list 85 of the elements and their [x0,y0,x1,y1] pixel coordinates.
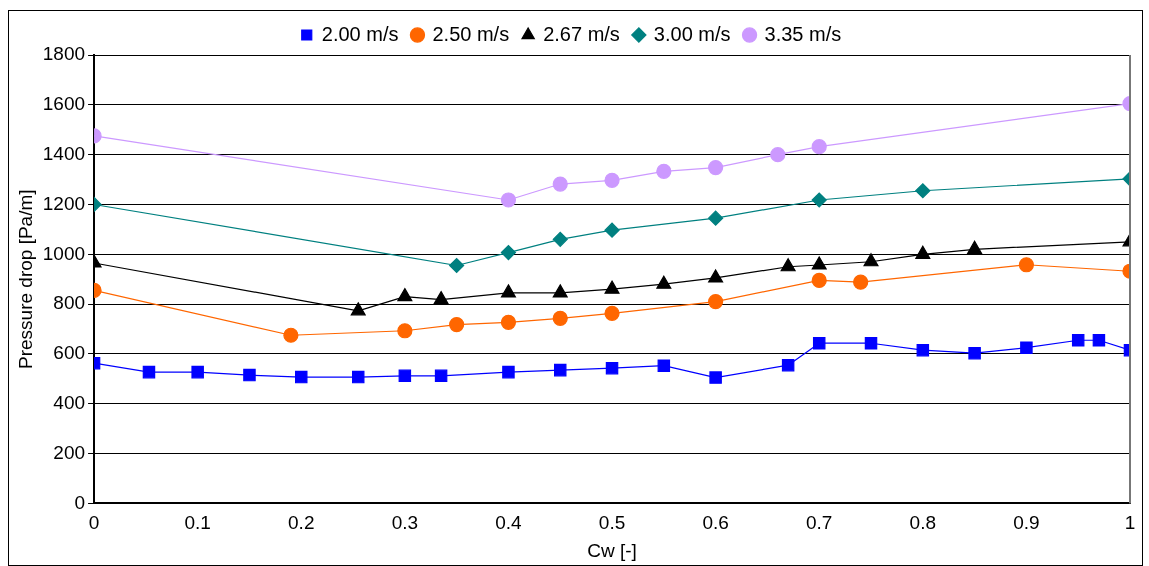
point [397,288,413,302]
x-tick-label: 0.9 [1013,512,1040,534]
x-tick-label: 0.8 [909,512,937,534]
point [770,147,786,163]
point [434,369,448,383]
x-tick-label: 0.7 [806,512,833,534]
point [864,336,878,350]
point [604,305,620,321]
y-tick-label: 400 [53,391,86,413]
x-tick-label: 0.5 [598,512,626,534]
x-tick-label: 0 [88,512,100,534]
point [351,370,365,384]
legend-label: 3.00 m/s [653,22,731,45]
point [605,361,619,375]
point [553,363,567,377]
x-tick-label: 0.3 [391,512,419,534]
point [500,314,517,330]
point [604,280,620,294]
legend-label: 2.00 m/s [321,22,399,45]
y-tick-label: 1800 [42,43,86,65]
point [397,323,413,339]
point [552,310,568,326]
point [657,359,671,372]
x-axis-title: Cw [-] [587,539,637,561]
legend-label: 2.50 m/s [432,22,510,45]
legend-label: 2.67 m/s [543,22,620,45]
x-tick-label: 0.1 [184,512,211,534]
legend-label: 3.35 m/s [764,22,842,45]
point [811,256,827,270]
point [708,269,724,283]
point [1092,333,1106,347]
point [811,272,827,289]
y-tick-label: 1000 [42,242,86,264]
point [656,275,672,289]
point [604,222,620,238]
point [449,316,465,333]
point [283,327,299,343]
y-tick-label: 1400 [42,142,86,164]
y-tick-label: 1200 [42,192,86,214]
point [708,160,724,176]
y-tick-label: 800 [53,292,86,314]
point [500,284,516,298]
point [915,183,931,199]
point [781,358,795,372]
point [502,365,515,379]
point [1020,341,1033,354]
point [708,294,724,310]
point [552,176,568,192]
point [552,231,568,247]
point [915,245,931,259]
point [863,253,879,267]
point [967,240,983,254]
point [433,291,449,305]
y-tick-label: 200 [53,441,86,463]
point [500,244,517,261]
point [243,368,256,382]
point [500,192,517,208]
point [812,336,826,350]
point [709,371,722,384]
point [968,346,981,360]
point [449,257,465,274]
y-tick-label: 600 [53,342,86,364]
y-axis-title: Pressure drop [Pa/m] [14,189,36,369]
x-tick-label: 0.4 [495,512,523,534]
point [853,274,869,290]
point [656,163,672,179]
point [604,172,620,188]
point [708,210,724,226]
x-tick-label: 1 [1124,512,1136,534]
point [350,302,366,316]
point [811,192,827,208]
point [1071,333,1085,347]
point [295,370,308,384]
x-tick-label: 0.6 [702,512,729,534]
point [1018,257,1035,273]
point [191,365,204,379]
y-tick-label: 0 [74,491,86,513]
point [811,139,827,155]
point [142,365,156,379]
point [780,258,796,272]
point [552,284,568,298]
point [398,369,412,383]
y-tick-label: 1600 [42,93,86,115]
x-tick-label: 0.2 [288,512,315,534]
point [916,343,930,357]
